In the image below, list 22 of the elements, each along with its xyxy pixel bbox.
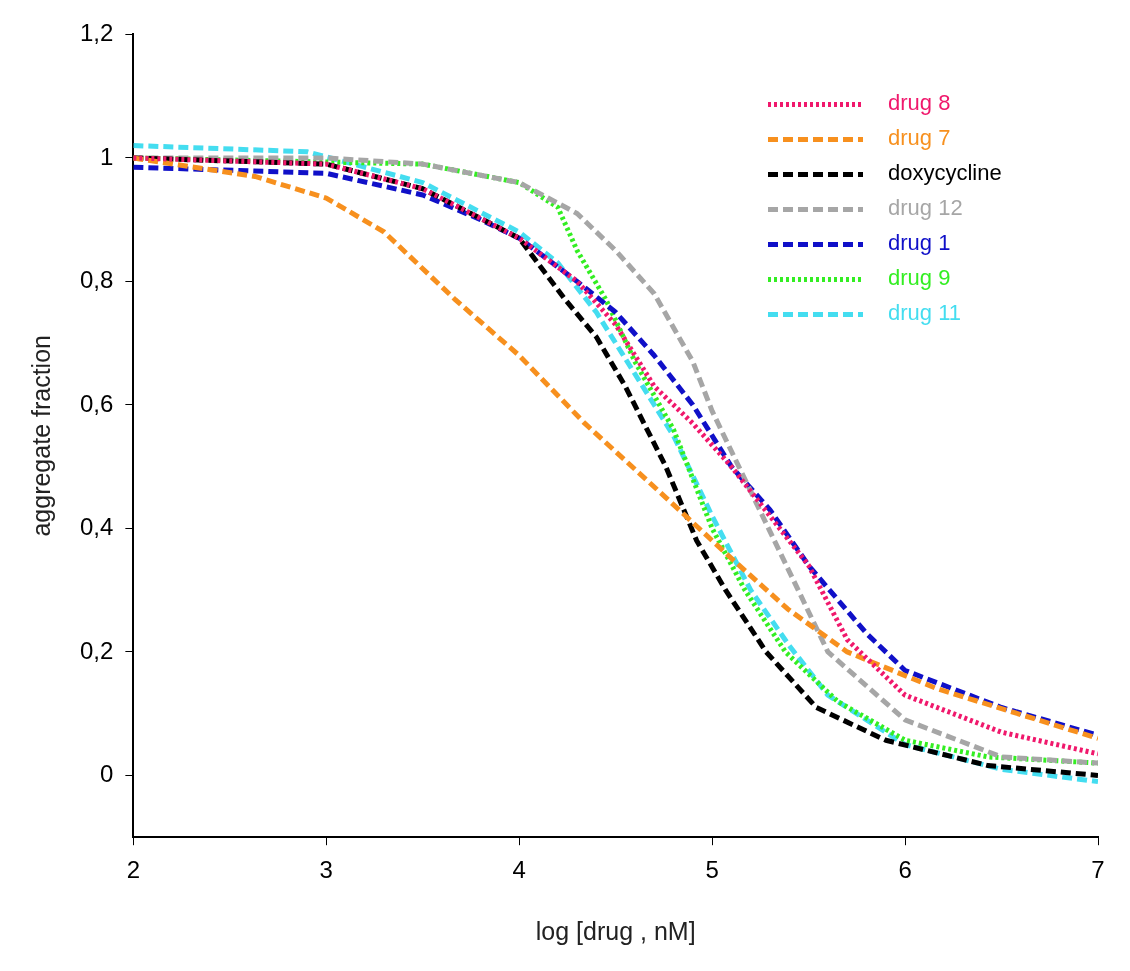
legend-label: drug 9 bbox=[888, 265, 951, 291]
y-tick-label: 0,8 bbox=[79, 266, 114, 294]
x-tick-label: 7 bbox=[1091, 856, 1105, 884]
legend-label: drug 1 bbox=[888, 230, 951, 256]
x-tick-label: 4 bbox=[512, 856, 526, 884]
y-tick-label: 0,2 bbox=[79, 636, 114, 664]
x-axis-title: log [drug , nM] bbox=[535, 916, 696, 945]
y-tick-label: 0 bbox=[100, 760, 114, 788]
y-tick-label: 0,4 bbox=[79, 513, 114, 541]
x-tick-label: 5 bbox=[705, 856, 719, 884]
x-tick-label: 3 bbox=[319, 856, 333, 884]
legend-label: drug 7 bbox=[888, 125, 951, 151]
x-tick-label: 2 bbox=[126, 856, 141, 884]
y-axis-title: aggregate fraction bbox=[26, 335, 55, 537]
y-tick-label: 1,2 bbox=[79, 19, 114, 47]
legend-label: drug 12 bbox=[888, 195, 963, 221]
legend-label: doxycycline bbox=[888, 160, 1002, 186]
y-tick-label: 0,6 bbox=[79, 389, 114, 417]
legend-label: drug 11 bbox=[888, 300, 961, 326]
legend-label: drug 8 bbox=[888, 90, 951, 116]
x-tick-label: 6 bbox=[898, 856, 912, 884]
y-tick-label: 1 bbox=[100, 142, 114, 170]
